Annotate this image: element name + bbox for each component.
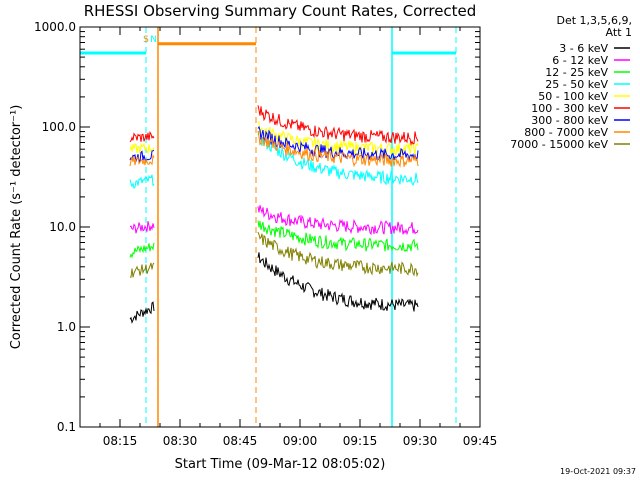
x-tick-label-4: 09:15 — [343, 434, 378, 448]
series-8-segment-1 — [129, 262, 155, 278]
series-5 — [129, 105, 419, 147]
series-1 — [129, 205, 419, 236]
legend-entry-3: 25 - 50 keV — [545, 78, 608, 91]
legend-entry-0: 3 - 6 keV — [559, 42, 608, 55]
x-tick-label-1: 08:30 — [163, 434, 198, 448]
series-3 — [129, 130, 419, 189]
series-5-segment-1 — [129, 130, 155, 143]
series-0-segment-2 — [257, 252, 419, 312]
annotation-S: S — [143, 35, 149, 45]
x-tick-label-5: 09:30 — [403, 434, 438, 448]
x-tick-label-0: 08:15 — [103, 434, 138, 448]
legend-header-line-1: Det 1,3,5,6,9, — [556, 14, 632, 27]
annotation-N: N — [150, 35, 157, 45]
y-axis-label: Corrected Count Rate (s⁻¹ detector⁻¹) — [9, 105, 24, 350]
legend-entry-1: 6 - 12 keV — [552, 54, 608, 67]
series-2-segment-1 — [129, 242, 155, 259]
chart-title: RHESSI Observing Summary Count Rates, Co… — [84, 2, 477, 20]
series-4-segment-1 — [129, 142, 155, 155]
x-tick-label-3: 09:00 — [283, 434, 318, 448]
legend-entry-5: 100 - 300 keV — [531, 102, 608, 115]
legend-entry-6: 300 - 800 keV — [531, 114, 608, 127]
timestamp: 19-Oct-2021 09:37 — [560, 467, 636, 476]
series-5-segment-2 — [257, 105, 419, 147]
y-tick-label-0: 0.1 — [57, 420, 76, 434]
series-6 — [129, 125, 419, 164]
legend-entry-2: 12 - 25 keV — [545, 66, 608, 79]
axes: 08:15 08:30 08:45 09:00 09:15 09:30 09:45 0.1 1.… — [34, 20, 497, 448]
series-6-segment-2 — [257, 125, 419, 162]
series-2 — [129, 220, 419, 259]
y-tick-label-3: 100.0 — [42, 120, 76, 134]
series-7 — [129, 130, 419, 168]
series-0 — [129, 252, 419, 324]
y-tick-label-1: 1.0 — [57, 320, 76, 334]
legend-entry-7: 800 - 7000 keV — [524, 126, 608, 139]
x-axis-label: Start Time (09-Mar-12 08:05:02) — [175, 457, 386, 472]
series-0-segment-1 — [129, 301, 155, 324]
y-tick-label-2: 10.0 — [49, 220, 76, 234]
x-tick-label-2: 08:45 — [223, 434, 258, 448]
legend-header-line-2: Att 1 — [606, 26, 632, 39]
series-1-segment-2 — [257, 205, 419, 236]
x-tick-label-6: 09:45 — [463, 434, 498, 448]
series-3-segment-1 — [129, 174, 155, 189]
legend-entry-8: 7000 - 15000 keV — [510, 138, 608, 151]
series-1-segment-1 — [129, 221, 155, 234]
series-3-segment-2 — [257, 130, 419, 187]
series-2-segment-2 — [257, 220, 419, 253]
y-tick-label-4: 1000.0 — [34, 20, 76, 34]
series-7-segment-2 — [257, 130, 419, 168]
series-6-segment-1 — [129, 149, 155, 164]
series-8-segment-2 — [257, 231, 419, 278]
series-8 — [129, 231, 419, 278]
series-7-segment-1 — [129, 153, 155, 167]
legend-entry-4: 50 - 100 keV — [538, 90, 608, 103]
